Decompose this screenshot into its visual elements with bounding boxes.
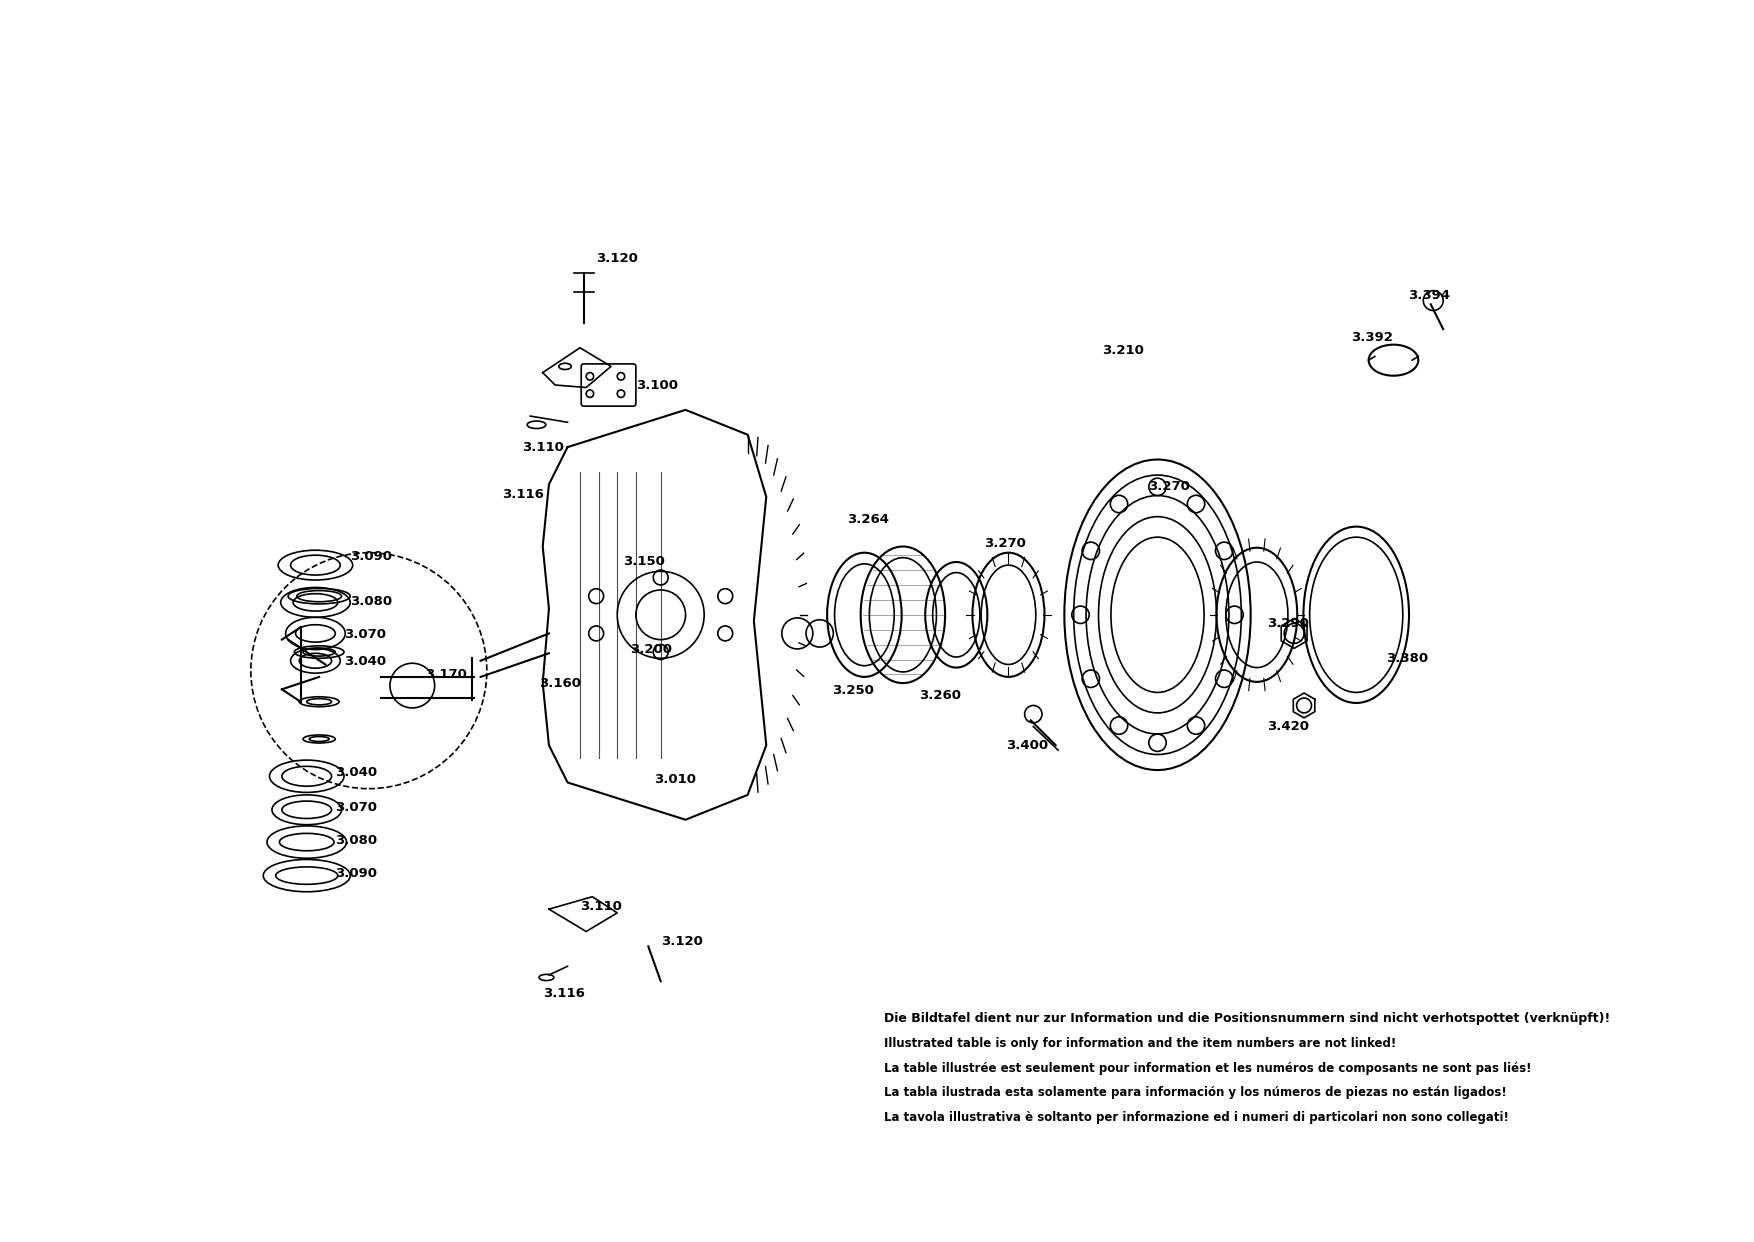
Text: 3.116: 3.116: [542, 987, 584, 1000]
Text: 3.260: 3.260: [919, 689, 961, 702]
Text: 3.160: 3.160: [538, 677, 581, 689]
Text: La tavola illustrativa è soltanto per informazione ed i numeri di particolari no: La tavola illustrativa è soltanto per in…: [884, 1112, 1508, 1124]
Text: 3.080: 3.080: [335, 835, 377, 847]
Text: 3.090: 3.090: [335, 867, 377, 879]
Text: 3.380: 3.380: [1386, 652, 1428, 664]
Text: 3.270: 3.270: [984, 538, 1026, 550]
Text: La table illustrée est seulement pour information et les numéros de composants n: La table illustrée est seulement pour in…: [884, 1062, 1531, 1074]
Text: 3.420: 3.420: [1266, 720, 1308, 733]
Text: 3.010: 3.010: [654, 774, 696, 786]
Text: 3.090: 3.090: [351, 550, 393, 563]
Text: 3.120: 3.120: [596, 252, 638, 265]
Text: 3.100: 3.100: [637, 379, 677, 391]
Text: 3.250: 3.250: [831, 684, 873, 697]
Text: 3.394: 3.394: [1408, 289, 1451, 302]
Text: 3.150: 3.150: [623, 555, 665, 568]
Text: 3.040: 3.040: [335, 766, 377, 779]
Text: 3.270: 3.270: [1147, 481, 1189, 493]
Text: Illustrated table is only for information and the item numbers are not linked!: Illustrated table is only for informatio…: [884, 1037, 1396, 1049]
Text: 3.210: 3.210: [1102, 344, 1144, 356]
Text: 3.070: 3.070: [344, 628, 386, 641]
Text: 3.264: 3.264: [847, 513, 889, 525]
Text: 3.040: 3.040: [344, 656, 386, 668]
Text: 3.116: 3.116: [502, 488, 544, 501]
Text: 3.170: 3.170: [424, 668, 467, 681]
Text: La tabla ilustrada esta solamente para información y los números de piezas no es: La tabla ilustrada esta solamente para i…: [884, 1087, 1507, 1099]
Text: 3.070: 3.070: [335, 801, 377, 814]
Text: 3.110: 3.110: [521, 441, 563, 453]
Text: Die Bildtafel dient nur zur Information und die Positionsnummern sind nicht verh: Die Bildtafel dient nur zur Information …: [884, 1012, 1610, 1025]
Text: 3.080: 3.080: [351, 595, 393, 607]
Text: 3.290: 3.290: [1266, 617, 1308, 630]
Text: 3.200: 3.200: [630, 643, 672, 656]
Text: 3.392: 3.392: [1351, 332, 1393, 344]
Text: 3.110: 3.110: [581, 900, 623, 913]
Text: 3.400: 3.400: [1007, 739, 1049, 751]
Text: 3.120: 3.120: [661, 935, 703, 948]
